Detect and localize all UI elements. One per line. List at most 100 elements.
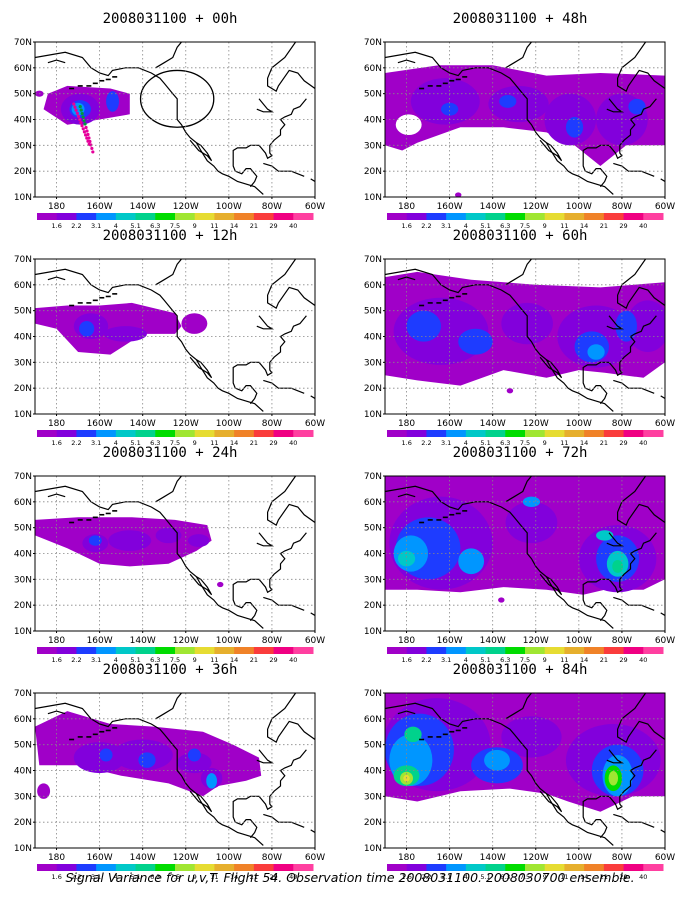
lat-tick-label: 50N [14, 307, 32, 317]
variance-region [626, 300, 665, 352]
colorbar-swatch [293, 430, 314, 437]
lon-tick-label: 100W [566, 636, 592, 646]
colorbar-swatch [273, 647, 294, 654]
colorbar-swatch [584, 864, 605, 871]
lat-tick-label: 40N [364, 550, 382, 560]
colorbar-label: 14 [580, 222, 588, 228]
colorbar: 1.6 2.2 3.1 4 5.1 6.3 7.5 9 11 14 21 29 40 [37, 430, 314, 445]
coastline-segment [155, 476, 182, 503]
colorbar-swatch [194, 213, 215, 220]
aleutian-island [92, 516, 98, 519]
colorbar-swatch [564, 213, 585, 220]
colorbar-label: 7.5 [170, 873, 180, 879]
lon-tick-label: 80W [612, 636, 632, 646]
lon-tick-label: 80W [262, 853, 282, 863]
colorbar-label: 14 [230, 656, 238, 662]
colorbar-swatch [293, 647, 314, 654]
colorbar-swatch [465, 647, 487, 654]
flight-track-dot [82, 130, 87, 134]
aleutian-island [449, 296, 455, 299]
lon-tick-label: 160W [87, 202, 113, 212]
colorbar-label: 29 [269, 222, 277, 228]
colorbar-label: 29 [269, 439, 277, 445]
aleutian-island [69, 304, 75, 307]
lat-tick-label: 60N [14, 498, 32, 508]
variance-region [608, 771, 619, 786]
variance-region [406, 310, 441, 342]
colorbar-label: 1.6 [402, 439, 412, 445]
colorbar-label: 11 [560, 439, 568, 445]
colorbar-label: 11 [560, 873, 568, 879]
aleutian-island [419, 738, 425, 741]
colorbar-swatch [273, 864, 294, 871]
colorbar: 1.6 2.2 3.1 4 5.1 6.3 7.5 9 11 14 21 29 40 [387, 213, 664, 228]
colorbar-swatch [387, 213, 408, 220]
colorbar-swatch [253, 864, 275, 871]
flight-track-dot [91, 150, 95, 154]
colorbar: 1.6 2.2 3.1 4 5.1 6.3 7.5 9 11 14 21 29 40 [37, 864, 314, 879]
variance-region [498, 597, 505, 603]
lon-tick-label: 120W [523, 202, 549, 212]
colorbar-swatch [56, 430, 77, 437]
lat-tick-label: 20N [14, 167, 32, 177]
aleutian-island [105, 729, 111, 732]
colorbar-label: 5.1 [130, 873, 140, 879]
colorbar-label: 11 [210, 656, 218, 662]
aleutian-island [112, 293, 118, 295]
aleutian-island [436, 736, 442, 738]
colorbar-swatch [643, 213, 664, 220]
colorbar-label: 3.1 [91, 439, 101, 445]
aleutian-island [462, 727, 468, 729]
variance-region [565, 116, 584, 138]
lat-tick-label: 70N [364, 38, 382, 48]
coastline-segment [606, 532, 625, 547]
lat-tick-label: 30N [364, 358, 382, 368]
lon-tick-label: 120W [523, 636, 549, 646]
colorbar-swatch [544, 647, 565, 654]
lat-tick-label: 30N [14, 792, 32, 802]
colorbar-label: 7.5 [520, 222, 530, 228]
colorbar-label: 1.6 [402, 222, 412, 228]
panel-12h: 2008031100 + 12h 70N 60N 50N 40N 30N 20N 10N 18… [0, 227, 340, 445]
colorbar-swatch [56, 864, 77, 871]
lat-tick-label: 50N [364, 307, 382, 317]
aleutian-island [442, 82, 448, 85]
lat-tick-label: 60N [364, 498, 382, 508]
colorbar-swatch [406, 647, 427, 654]
coastline-segment [189, 356, 213, 379]
colorbar-swatch [623, 430, 644, 437]
colorbar-label: 29 [619, 873, 627, 879]
coastline-segment [397, 710, 416, 715]
colorbar-swatch [505, 430, 526, 437]
colorbar-label: 6.3 [500, 222, 510, 228]
variance-region [88, 535, 102, 546]
coastline-segment [267, 42, 315, 92]
panel-title: 2008031100 + 12h [102, 228, 238, 244]
aleutian-island [436, 85, 442, 87]
colorbar-label: 3.1 [441, 873, 451, 879]
panel-title: 2008031100 + 24h [102, 445, 238, 461]
coastline-segment [47, 59, 66, 64]
lon-tick-label: 160W [87, 636, 113, 646]
lat-tick-label: 50N [364, 741, 382, 751]
lat-tick-label: 40N [14, 550, 32, 560]
coastline-segment [35, 268, 264, 412]
colorbar-swatch [544, 430, 565, 437]
flight-track-dot [72, 102, 76, 106]
lat-tick-label: 10N [364, 627, 382, 637]
variance-region [458, 548, 485, 575]
lon-tick-label: 60W [305, 853, 325, 863]
colorbar-swatch [623, 213, 644, 220]
colorbar-label: 6.3 [150, 873, 160, 879]
coastline-segment [539, 139, 563, 162]
colorbar-label: 14 [580, 656, 588, 662]
lat-tick-label: 10N [14, 410, 32, 420]
lat-tick-label: 50N [14, 741, 32, 751]
colorbar-label: 14 [580, 873, 588, 879]
coastline-segment [617, 42, 665, 92]
coastline [35, 42, 315, 195]
aleutian-island [69, 87, 75, 90]
colorbar-swatch [426, 430, 447, 437]
flight-track-dot [75, 111, 79, 115]
variance-region [397, 550, 416, 567]
